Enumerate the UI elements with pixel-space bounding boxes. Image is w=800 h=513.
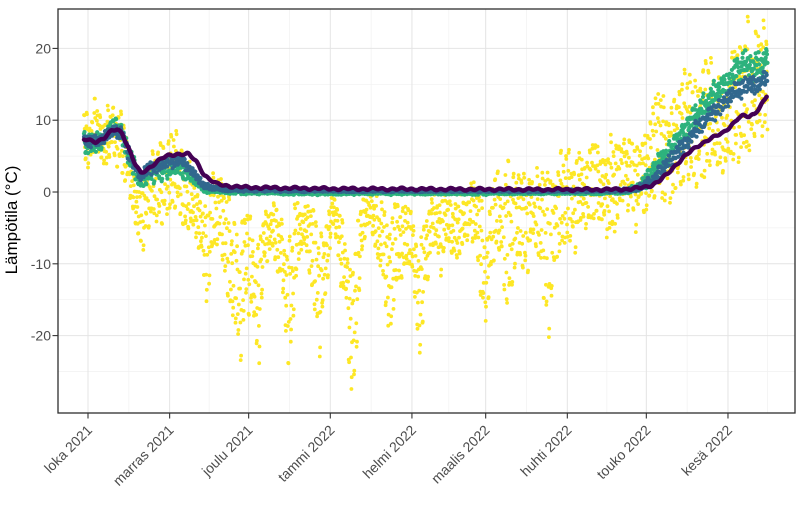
y-tick-label-20: 20 bbox=[35, 41, 51, 57]
y-tick-label-m10: -10 bbox=[31, 256, 51, 272]
x-tick-label-nov: marras 2021 bbox=[110, 422, 177, 489]
y-axis-title: Lämpötila (°C) bbox=[2, 166, 21, 275]
y-tick-label-0: 0 bbox=[43, 184, 51, 200]
series-soil-deep bbox=[81, 94, 769, 194]
x-tick-label-jun: kesä 2022 bbox=[678, 422, 735, 479]
y-tick-label-m20: -20 bbox=[31, 328, 51, 344]
x-tick-label-feb: helmi 2022 bbox=[359, 422, 419, 482]
y-tick-label-10: 10 bbox=[35, 112, 51, 128]
data-layer bbox=[81, 14, 770, 391]
x-tick-label-mar: maalis 2022 bbox=[428, 422, 493, 487]
panel-frame-layer bbox=[52, 8, 796, 419]
x-tick-label-may: touko 2022 bbox=[593, 422, 653, 482]
x-tick-label-jan: tammi 2022 bbox=[275, 422, 338, 485]
x-tick-label-oct: loka 2021 bbox=[41, 422, 95, 476]
x-tick-label-apr: huhti 2022 bbox=[517, 422, 575, 480]
x-tick-label-dec: joulu 2021 bbox=[198, 422, 256, 480]
